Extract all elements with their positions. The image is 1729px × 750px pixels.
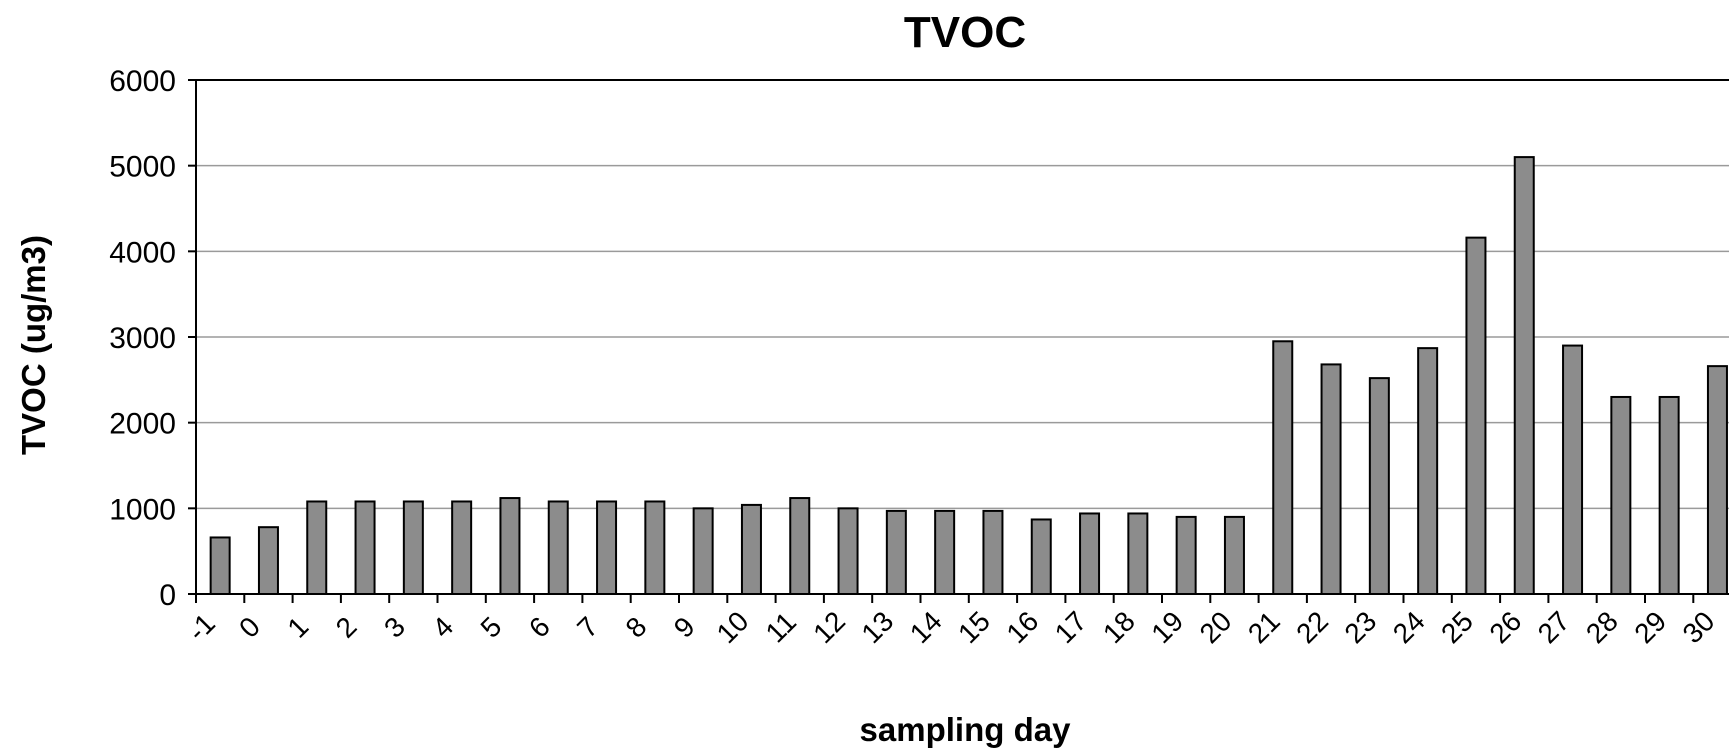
- x-tick-label: 19: [1145, 605, 1189, 649]
- bar: [1223, 515, 1245, 596]
- bar: [354, 500, 376, 596]
- bar: [257, 526, 279, 595]
- x-tick-label: 7: [571, 611, 604, 644]
- bars: [209, 156, 1728, 596]
- bar: [306, 500, 328, 596]
- bar: [1320, 363, 1342, 595]
- bar: [402, 500, 424, 596]
- y-tick-label: 0: [159, 579, 176, 612]
- bar: [596, 500, 618, 596]
- x-tick-label: 8: [620, 611, 653, 644]
- bar: [934, 509, 956, 595]
- chart-title: TVOC: [904, 8, 1026, 57]
- x-tick-label: 17: [1049, 605, 1093, 649]
- bar: [1562, 344, 1584, 596]
- axes: [188, 79, 1729, 603]
- bar: [837, 507, 859, 596]
- bar: [209, 536, 231, 596]
- x-tick-label: 6: [523, 611, 556, 644]
- bar: [1272, 340, 1294, 595]
- gridlines: [196, 79, 1729, 510]
- bar: [982, 509, 1004, 595]
- x-tick-label: 21: [1242, 605, 1286, 649]
- bar: [1610, 395, 1632, 596]
- x-tick-label: 9: [668, 611, 701, 644]
- bar: [885, 509, 907, 595]
- bar: [547, 500, 569, 596]
- x-tick-label: 14: [904, 605, 948, 649]
- bar: [1368, 377, 1390, 595]
- x-tick-label: 3: [378, 611, 411, 644]
- bar: [789, 497, 811, 596]
- x-tick-label: 23: [1339, 605, 1383, 649]
- bar: [1127, 512, 1149, 595]
- bar: [1465, 236, 1487, 595]
- bar: [499, 497, 521, 596]
- bar: [692, 507, 714, 596]
- bar: [1030, 518, 1052, 595]
- x-axis-title: sampling day: [860, 711, 1072, 748]
- x-tick-label: 30: [1677, 605, 1721, 649]
- y-tick-label: 5000: [109, 151, 176, 184]
- bar: [644, 500, 666, 596]
- x-tick-label: 5: [475, 611, 508, 644]
- x-tick-labels: -1 0 1 2 3 4 5 6 7 8 9 10 11 12 13 14 15 16 17 18 19 20 21 22 23…: [182, 605, 1721, 649]
- y-tick-label: 6000: [109, 65, 176, 98]
- bar: [1417, 347, 1439, 595]
- x-tick-label: 10: [711, 605, 755, 649]
- bar: [1513, 156, 1535, 595]
- x-tick-label: 20: [1194, 605, 1238, 649]
- x-tick-label: 15: [952, 605, 996, 649]
- x-tick-label: 0: [233, 611, 266, 644]
- bar: [1175, 515, 1197, 596]
- bar: [1079, 512, 1101, 595]
- y-tick-label: 4000: [109, 236, 176, 269]
- x-tick-label: 1: [281, 611, 314, 644]
- x-tick-label: 26: [1483, 605, 1527, 649]
- x-tick-label: 25: [1435, 605, 1479, 649]
- x-tick-label: 24: [1387, 605, 1431, 649]
- x-tick-label: 16: [1000, 605, 1044, 649]
- y-tick-label: 3000: [109, 322, 176, 355]
- x-tick-label: 18: [1097, 605, 1141, 649]
- y-tick-labels: 0 1000 2000 3000 4000 5000 6000: [109, 65, 176, 612]
- x-tick-label: 27: [1532, 605, 1576, 649]
- x-tick-label: 29: [1628, 605, 1672, 649]
- bar: [740, 503, 762, 596]
- x-tick-label: 28: [1580, 605, 1624, 649]
- bar: [1658, 395, 1680, 596]
- x-tick-label: 13: [856, 605, 900, 649]
- x-tick-label: 22: [1290, 605, 1334, 649]
- x-tick-label: 12: [807, 605, 851, 649]
- y-tick-label: 2000: [109, 408, 176, 441]
- bar: [451, 500, 473, 596]
- y-tick-label: 1000: [109, 493, 176, 526]
- bar: [1706, 365, 1728, 596]
- x-tick-label: 11: [760, 606, 802, 648]
- x-tick-label: 2: [330, 611, 363, 644]
- y-axis-title: TVOC (ug/m3): [15, 235, 52, 455]
- x-tick-label: -1: [182, 608, 222, 648]
- x-tick-label: 4: [426, 611, 459, 644]
